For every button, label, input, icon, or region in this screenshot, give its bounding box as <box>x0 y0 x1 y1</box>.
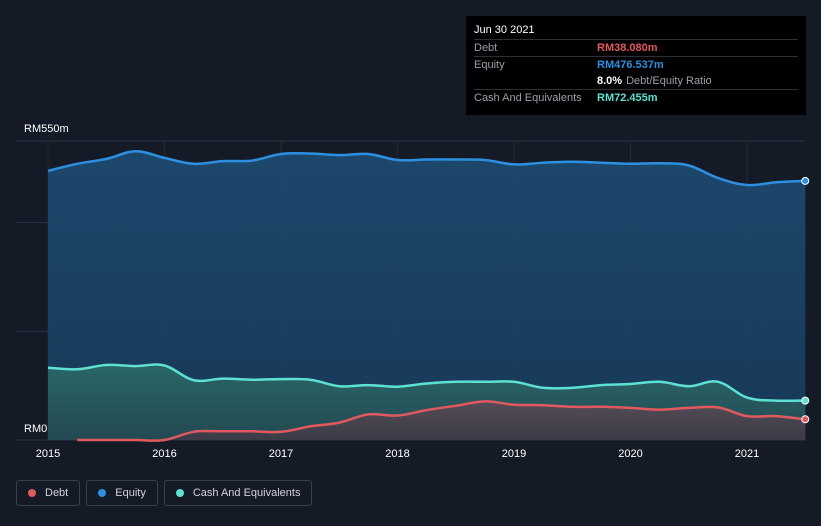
x-tick-2016: 2016 <box>152 448 176 460</box>
equity-line <box>47 150 806 187</box>
series-end-markers <box>801 176 810 424</box>
x-tick-2021: 2021 <box>735 448 759 460</box>
series-lines <box>47 150 806 442</box>
tooltip-ratio-row: 8.0% Debt/Equity Ratio <box>474 73 798 89</box>
legend-item-debt[interactable]: Debt <box>16 480 81 506</box>
y-axis-top-label: RM550m <box>24 123 69 135</box>
equity-dot-icon <box>98 489 107 497</box>
tooltip-debt-label: Debt <box>474 42 498 54</box>
legend-label-cash: Cash And Equivalents <box>192 487 301 499</box>
series-areas <box>48 151 806 441</box>
legend-item-cash[interactable]: Cash And Equivalents <box>163 480 313 506</box>
tooltip-equity-value: RM476.537m <box>597 59 664 71</box>
tooltip-row-cash: Cash And Equivalents RM72.455m <box>474 89 798 106</box>
equity-area <box>48 151 806 440</box>
cash-end-marker <box>801 396 810 405</box>
tooltip-row-equity: Equity RM476.537m <box>474 56 798 73</box>
chart-legend: Debt Equity Cash And Equivalents <box>16 480 313 506</box>
tooltip-equity-label: Equity <box>474 59 505 71</box>
hover-tooltip: Jun 30 2021 Debt RM38.080m Equity RM476.… <box>466 16 806 115</box>
equity-end-marker <box>801 176 810 185</box>
debt-dot-icon <box>28 489 36 497</box>
tooltip-ratio-label: Debt/Equity Ratio <box>626 75 712 87</box>
debt-end-marker <box>801 415 810 424</box>
tooltip-row-debt: Debt RM38.080m <box>474 39 798 56</box>
tooltip-cash-value: RM72.455m <box>597 92 658 104</box>
tooltip-debt-value: RM38.080m <box>597 42 658 54</box>
debt-line <box>77 400 806 442</box>
x-tick-2019: 2019 <box>502 448 526 460</box>
tooltip-ratio-value: 8.0% <box>597 75 623 87</box>
y-axis-bottom-label: RM0 <box>24 423 47 435</box>
cash-line <box>47 363 806 403</box>
x-tick-2017: 2017 <box>269 448 293 460</box>
x-tick-2015: 2015 <box>36 448 60 460</box>
debt-area <box>77 401 806 441</box>
x-tick-2020: 2020 <box>618 448 642 460</box>
tooltip-date: Jun 30 2021 <box>474 24 535 36</box>
tooltip-cash-label: Cash And Equivalents <box>474 92 582 104</box>
axis-labels: RM550m RM0 2015 2016 2017 2018 2019 2020 2021 <box>24 123 759 460</box>
legend-label-debt: Debt <box>45 487 69 499</box>
x-tick-2018: 2018 <box>385 448 409 460</box>
legend-label-equity: Equity <box>115 487 146 499</box>
legend-item-equity[interactable]: Equity <box>86 480 158 506</box>
cash-dot-icon <box>175 489 184 497</box>
